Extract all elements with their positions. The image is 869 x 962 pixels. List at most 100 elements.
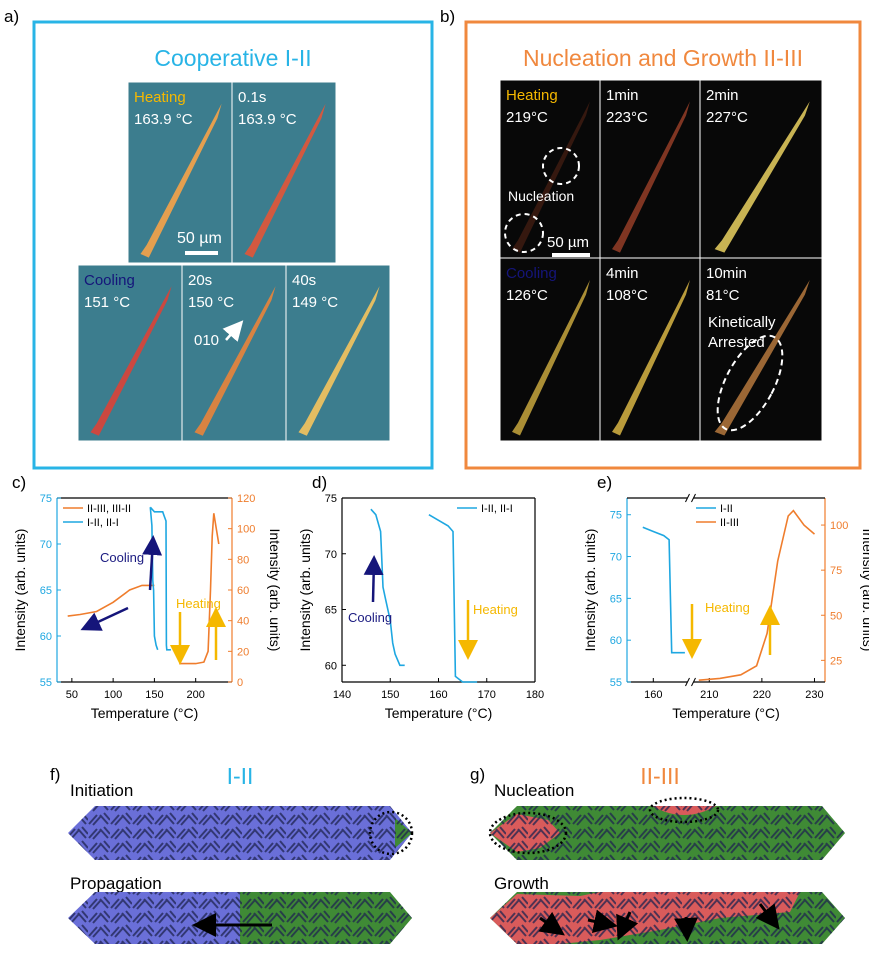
frame-label: 126°C bbox=[506, 287, 548, 304]
x-tick-label: 50 bbox=[66, 689, 78, 701]
legend-label: II-III, III-II bbox=[87, 503, 131, 515]
frame-label: 108°C bbox=[606, 287, 648, 304]
y-axis-title: Intensity (arb. units) bbox=[297, 529, 313, 652]
annotation: Heating bbox=[176, 596, 221, 611]
y-tick-label: 75 bbox=[40, 493, 52, 505]
annotation: Heating bbox=[705, 600, 750, 615]
page: { "panel_a": {"label": "a)", "title": "C… bbox=[0, 0, 869, 957]
crystal-schematic bbox=[68, 892, 412, 944]
x-tick-label: 160 bbox=[429, 689, 447, 701]
data-line bbox=[643, 527, 685, 652]
x-tick-label: 220 bbox=[753, 689, 771, 701]
micrograph bbox=[700, 80, 822, 258]
frame-label: 223°C bbox=[606, 109, 648, 126]
y2-tick-label: 0 bbox=[237, 677, 243, 689]
frame-label: 4min bbox=[606, 265, 639, 282]
stage-label: Initiation bbox=[70, 781, 133, 800]
frame-label: 1min bbox=[606, 87, 639, 104]
frame-label: Heating bbox=[506, 87, 558, 104]
x-tick-label: 180 bbox=[526, 689, 544, 701]
x-axis-title: Temperature (°C) bbox=[91, 705, 199, 721]
data-line bbox=[371, 509, 477, 682]
frame-label: 150 °C bbox=[188, 294, 234, 311]
y-tick-label: 70 bbox=[610, 552, 622, 564]
x-axis-title: Temperature (°C) bbox=[672, 705, 780, 721]
frame-label: 163.9 °C bbox=[134, 111, 193, 128]
x-tick-label: 140 bbox=[333, 689, 351, 701]
y-tick-label: 65 bbox=[40, 585, 52, 597]
panel-title: Cooperative I-II bbox=[154, 45, 311, 71]
annotation: Heating bbox=[473, 602, 518, 617]
micrograph bbox=[600, 258, 700, 441]
x-tick-label: 150 bbox=[145, 689, 163, 701]
x-tick-label: 100 bbox=[104, 689, 122, 701]
y2-tick-label: 40 bbox=[237, 616, 249, 628]
frame-label: 227°C bbox=[706, 109, 748, 126]
y-tick-label: 75 bbox=[325, 493, 337, 505]
y2-tick-label: 80 bbox=[237, 554, 249, 566]
y2-tick-label: 60 bbox=[237, 585, 249, 597]
data-line bbox=[68, 513, 219, 663]
micrograph bbox=[500, 258, 600, 441]
direction-label: 010 bbox=[194, 332, 219, 349]
y-tick-label: 55 bbox=[40, 677, 52, 689]
panel-label: c) bbox=[12, 473, 26, 492]
annotation: Kinetically bbox=[708, 314, 776, 331]
y2-tick-label: 100 bbox=[830, 520, 848, 532]
x-tick-label: 210 bbox=[700, 689, 718, 701]
y-tick-label: 75 bbox=[610, 510, 622, 522]
data-line bbox=[699, 511, 815, 681]
y-tick-label: 70 bbox=[40, 539, 52, 551]
y-axis-title: Intensity (arb. units) bbox=[582, 529, 598, 652]
panel-label: a) bbox=[4, 7, 19, 26]
frame-label: 81°C bbox=[706, 287, 740, 304]
legend-label: I-II, II-I bbox=[87, 517, 119, 529]
frame-label: 40s bbox=[292, 272, 316, 289]
micrograph bbox=[78, 265, 182, 441]
y-tick-label: 70 bbox=[325, 549, 337, 561]
x-tick-label: 160 bbox=[644, 689, 662, 701]
y2-axis-title: Intensity (arb. units) bbox=[860, 529, 869, 652]
stage-label: Nucleation bbox=[494, 781, 574, 800]
annotation: Cooling bbox=[348, 610, 392, 625]
y-tick-label: 60 bbox=[610, 635, 622, 647]
y-tick-label: 55 bbox=[610, 677, 622, 689]
micrograph bbox=[286, 265, 390, 441]
frame-label: Heating bbox=[134, 89, 186, 106]
micrograph bbox=[232, 82, 336, 263]
panel-title: Nucleation and Growth II-III bbox=[523, 45, 803, 71]
y-tick-label: 60 bbox=[40, 631, 52, 643]
panel-label: b) bbox=[440, 7, 455, 26]
crystal-schematic bbox=[68, 806, 412, 860]
frame-label: 149 °C bbox=[292, 294, 338, 311]
frame-label: 20s bbox=[188, 272, 212, 289]
y-tick-label: 65 bbox=[610, 593, 622, 605]
x-tick-label: 170 bbox=[478, 689, 496, 701]
frame-label: Cooling bbox=[506, 265, 557, 282]
crystal-schematic bbox=[490, 798, 845, 860]
panel-title: II-III bbox=[640, 763, 680, 789]
y-axis-title: Intensity (arb. units) bbox=[12, 529, 28, 652]
frame-label: 10min bbox=[706, 265, 747, 282]
y2-axis-title: Intensity (arb. units) bbox=[267, 529, 283, 652]
data-line bbox=[150, 507, 171, 650]
x-tick-label: 230 bbox=[805, 689, 823, 701]
x-axis-title: Temperature (°C) bbox=[385, 705, 493, 721]
y2-tick-label: 100 bbox=[237, 524, 255, 536]
x-tick-label: 150 bbox=[381, 689, 399, 701]
micrograph bbox=[600, 80, 700, 258]
x-tick-label: 200 bbox=[186, 689, 204, 701]
panel-label: d) bbox=[312, 473, 327, 492]
panel-label: f) bbox=[50, 765, 60, 784]
frame-label: 2min bbox=[706, 87, 739, 104]
annotation: Cooling bbox=[100, 550, 144, 565]
frame-label: 163.9 °C bbox=[238, 111, 297, 128]
scale-label: 50 µm bbox=[177, 230, 222, 247]
y2-tick-label: 25 bbox=[830, 655, 842, 667]
frame-label: 151 °C bbox=[84, 294, 130, 311]
y2-tick-label: 75 bbox=[830, 565, 842, 577]
frame-label: 219°C bbox=[506, 109, 548, 126]
figure: a) Cooperative I-II Heating163.9 °C0.1s1… bbox=[0, 0, 869, 957]
